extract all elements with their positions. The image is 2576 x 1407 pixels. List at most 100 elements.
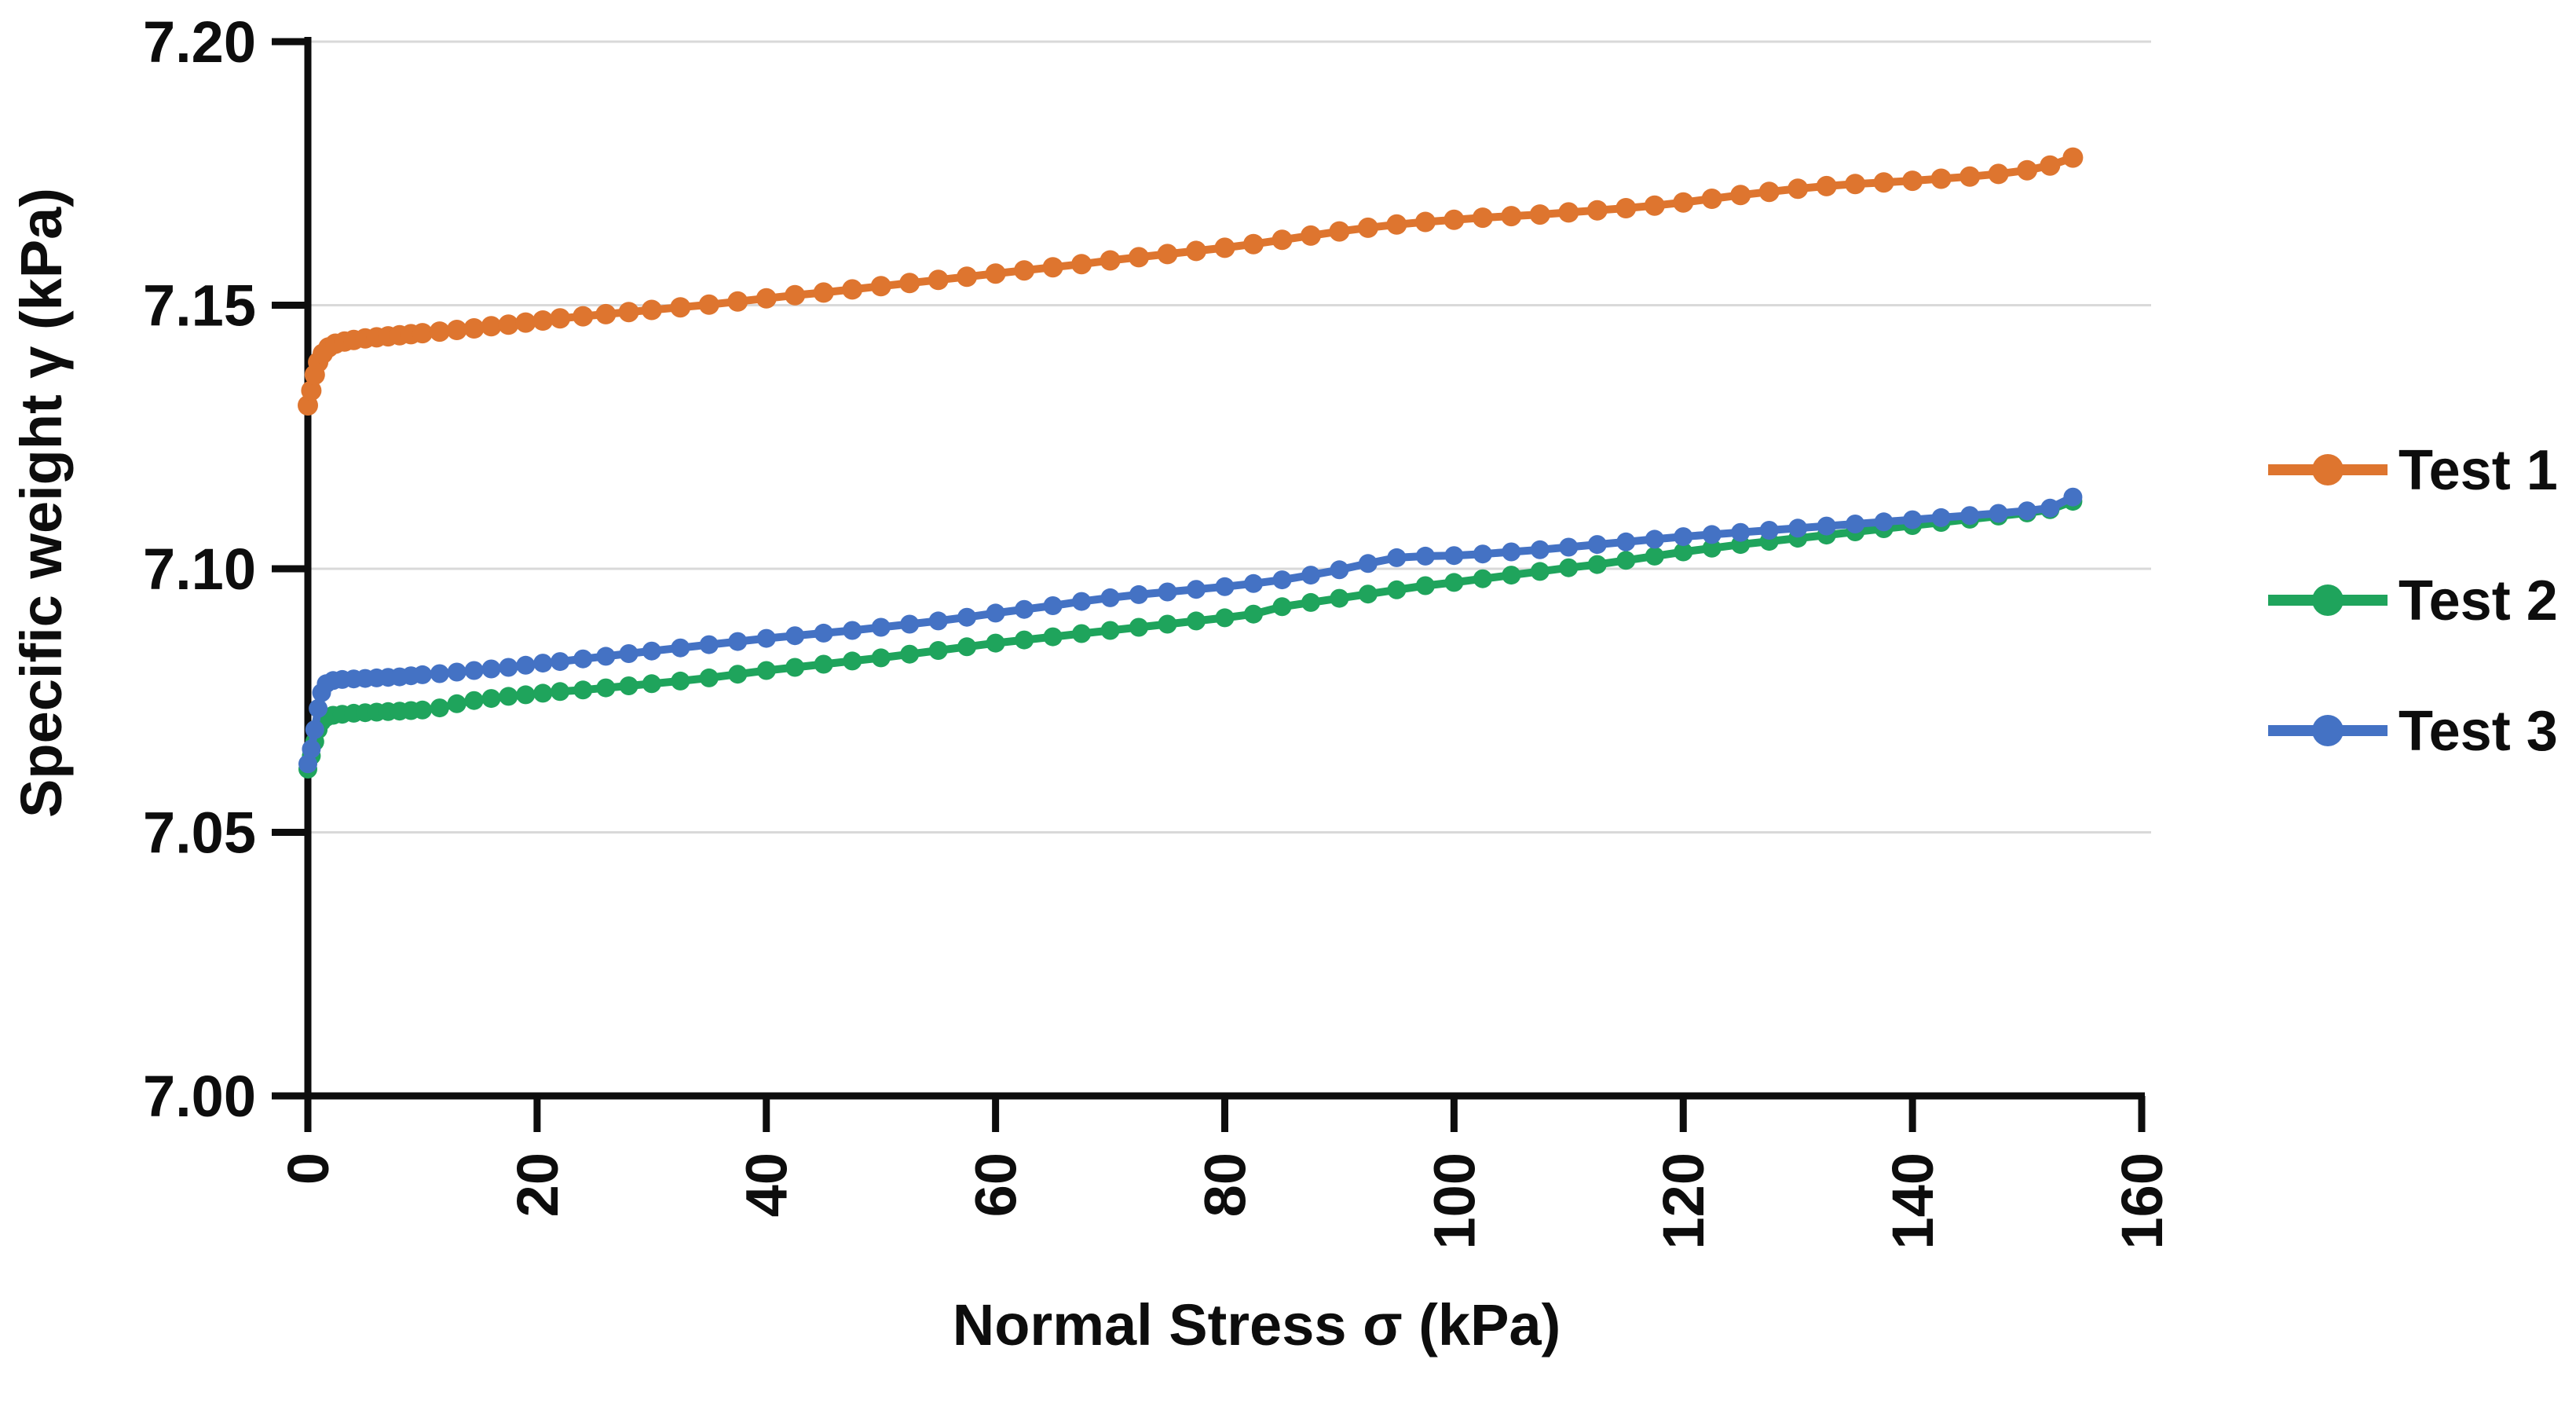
data-point-marker xyxy=(2040,155,2061,176)
data-point-marker xyxy=(1272,570,1292,590)
data-point-marker xyxy=(412,323,433,344)
data-point-marker xyxy=(1100,250,1121,271)
y-axis-title: Specific weight γ (kPa) xyxy=(9,188,74,818)
data-point-marker xyxy=(1387,580,1407,599)
series-line xyxy=(304,153,2077,409)
data-point-marker xyxy=(2040,498,2060,518)
data-point-marker xyxy=(642,674,661,694)
data-point-marker xyxy=(429,321,450,343)
data-point-marker xyxy=(728,665,748,684)
data-point-marker xyxy=(928,269,949,291)
data-point-marker xyxy=(1358,554,1378,573)
data-point-marker xyxy=(1100,588,1120,607)
data-point-marker xyxy=(1873,172,1894,193)
data-point-marker xyxy=(298,754,317,774)
x-axis-title: Normal Stress σ (kPa) xyxy=(953,1292,1561,1358)
legend-item-test-3: Test 3 xyxy=(2268,700,2558,763)
data-point-marker xyxy=(1587,555,1607,574)
data-point-marker xyxy=(551,682,570,702)
data-point-marker xyxy=(871,617,891,637)
data-point-marker xyxy=(1042,257,1063,278)
data-point-marker xyxy=(1157,244,1178,265)
data-point-marker xyxy=(1559,558,1579,577)
data-point-marker xyxy=(1817,516,1836,536)
data-point-marker xyxy=(785,626,805,646)
data-point-marker xyxy=(618,302,639,323)
data-point-marker xyxy=(1072,624,1092,643)
data-point-marker xyxy=(516,655,536,675)
data-point-marker xyxy=(1186,240,1206,262)
legend-item-label: Test 1 xyxy=(2399,439,2558,502)
y-tick-label: 7.20 xyxy=(143,9,256,75)
data-point-marker xyxy=(1043,596,1063,615)
data-point-marker xyxy=(871,648,891,668)
data-point-marker xyxy=(1414,211,1436,233)
series-1 xyxy=(298,147,2084,416)
data-point-marker xyxy=(1444,573,1464,592)
data-point-marker xyxy=(670,297,691,318)
data-point-marker xyxy=(1358,584,1378,604)
data-point-marker xyxy=(842,279,863,300)
data-point-marker xyxy=(870,276,891,297)
axis-ticks xyxy=(272,38,2146,1132)
data-point-marker xyxy=(1903,510,1923,529)
data-point-marker xyxy=(533,654,553,673)
data-point-marker xyxy=(1244,604,1263,624)
data-point-marker xyxy=(463,318,485,339)
data-point-marker xyxy=(1387,548,1407,567)
data-point-marker xyxy=(1930,168,1952,189)
x-tick-label: 160 xyxy=(2109,1152,2175,1249)
data-point-marker xyxy=(573,306,594,327)
data-point-marker xyxy=(1243,233,1264,255)
y-tick-label: 7.05 xyxy=(143,800,256,865)
data-point-marker xyxy=(1673,192,1694,213)
data-point-marker xyxy=(1558,202,1579,223)
x-tick-label: 140 xyxy=(1880,1152,1945,1249)
x-tick-label: 0 xyxy=(276,1152,341,1185)
data-point-marker xyxy=(1931,507,1951,527)
data-point-marker xyxy=(1330,560,1349,580)
legend-item-label: Test 3 xyxy=(2399,700,2558,763)
x-tick-label: 20 xyxy=(505,1152,570,1217)
data-point-marker xyxy=(1473,569,1492,588)
data-point-marker xyxy=(1730,185,1751,206)
data-point-marker xyxy=(1386,214,1407,235)
data-point-marker xyxy=(1787,178,1809,200)
x-tick-label: 60 xyxy=(964,1152,1029,1217)
data-point-marker xyxy=(305,720,324,739)
legend-marker-dot xyxy=(2312,584,2344,616)
data-point-marker xyxy=(481,316,502,337)
series-2 xyxy=(298,492,2083,779)
data-point-marker xyxy=(1129,617,1148,637)
data-point-marker xyxy=(596,647,616,666)
data-point-marker xyxy=(814,654,833,674)
data-point-marker xyxy=(699,635,719,654)
legend-marker-dot xyxy=(2312,454,2344,485)
data-point-marker xyxy=(412,700,432,720)
data-point-marker xyxy=(843,651,862,671)
data-point-marker xyxy=(1015,630,1034,650)
data-point-marker xyxy=(671,638,690,658)
data-point-marker xyxy=(1702,538,1722,558)
y-tick-label: 7.00 xyxy=(143,1064,256,1129)
data-point-marker xyxy=(1701,189,1722,209)
data-point-marker xyxy=(619,644,639,663)
data-point-marker xyxy=(1702,525,1722,544)
data-point-marker xyxy=(1959,166,1981,187)
legend-item-test-2: Test 2 xyxy=(2268,570,2558,632)
data-point-marker xyxy=(516,685,536,705)
x-tick-label: 120 xyxy=(1651,1152,1716,1249)
data-point-marker xyxy=(1846,515,1865,533)
data-point-marker xyxy=(1244,573,1263,593)
data-point-marker xyxy=(499,658,518,677)
data-point-marker xyxy=(727,291,748,312)
data-point-marker xyxy=(1529,204,1550,225)
series-3 xyxy=(298,487,2083,774)
x-tick-label: 100 xyxy=(1422,1152,1487,1249)
data-point-marker xyxy=(1645,546,1664,566)
data-point-marker xyxy=(1100,621,1120,640)
data-point-marker xyxy=(301,380,322,401)
data-point-marker xyxy=(1586,200,1608,221)
